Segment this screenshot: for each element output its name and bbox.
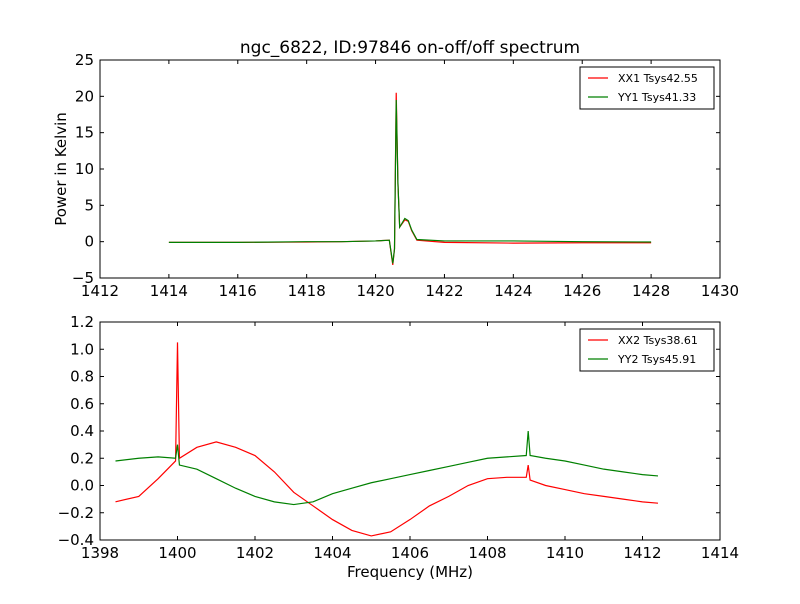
bottom-x-tick-label: 1404 bbox=[313, 544, 351, 562]
top-y-axis-label: Power in Kelvin bbox=[52, 112, 70, 226]
top-chart-title: ngc_6822, ID:97846 on-off/off spectrum bbox=[240, 38, 580, 58]
bottom-y-tick-label: −0.2 bbox=[58, 504, 94, 522]
bottom-legend-label-2: YY2 Tsys45.91 bbox=[617, 353, 696, 366]
top-x-tick-label: 1424 bbox=[494, 282, 532, 300]
bottom-y-tick-label: 0.2 bbox=[70, 449, 94, 467]
top-y-tick-label: 15 bbox=[75, 124, 94, 142]
top-y-tick-label: 10 bbox=[75, 160, 94, 178]
bottom-y-tick-label: 0.4 bbox=[70, 422, 94, 440]
top-y-tick-label: 25 bbox=[75, 51, 94, 69]
top-x-tick-label: 1428 bbox=[632, 282, 670, 300]
bottom-y-tick-label: 1.2 bbox=[70, 313, 94, 331]
top-x-tick-label: 1418 bbox=[288, 282, 326, 300]
top-x-tick-label: 1430 bbox=[701, 282, 739, 300]
top-y-tick-label: 5 bbox=[84, 196, 94, 214]
top-x-tick-label: 1426 bbox=[563, 282, 601, 300]
bottom-x-tick-label: 1414 bbox=[701, 544, 739, 562]
top-panel: ngc_6822, ID:97846 on-off/off spectrum P… bbox=[52, 38, 739, 300]
bottom-y-tick-label: 1.0 bbox=[70, 340, 94, 358]
top-y-tick-label: −5 bbox=[72, 269, 94, 287]
bottom-legend-box bbox=[579, 328, 715, 372]
bottom-legend: XX2 Tsys38.61 YY2 Tsys45.91 bbox=[579, 328, 715, 372]
top-y-tick-label: 20 bbox=[75, 87, 94, 105]
bottom-series-line-2 bbox=[115, 430, 659, 506]
bottom-series-line-1 bbox=[115, 342, 659, 537]
top-legend-label-2: YY1 Tsys41.33 bbox=[617, 91, 696, 104]
top-legend: XX1 Tsys42.55 YY1 Tsys41.33 bbox=[579, 66, 715, 110]
bottom-y-tick-label: −0.4 bbox=[58, 531, 94, 549]
top-x-tick-label: 1416 bbox=[219, 282, 257, 300]
bottom-panel: Frequency (MHz) 1398 1400 1402 1404 1406 1408… bbox=[58, 313, 740, 581]
top-x-tick-label: 1422 bbox=[425, 282, 463, 300]
bottom-x-tick-label: 1410 bbox=[546, 544, 584, 562]
bottom-x-tick-label: 1402 bbox=[236, 544, 274, 562]
top-x-tick-label: 1420 bbox=[356, 282, 394, 300]
bottom-plot-area: 1398 1400 1402 1404 1406 1408 1410 1412 1414 −0.4… bbox=[58, 313, 740, 562]
bottom-x-axis-label: Frequency (MHz) bbox=[347, 563, 473, 581]
top-plot-area: 1412 1414 1416 1418 1420 1422 1424 1426 1428 1430… bbox=[72, 51, 739, 300]
top-legend-box bbox=[579, 66, 715, 110]
bottom-x-tick-label: 1412 bbox=[623, 544, 661, 562]
top-x-tick-label: 1414 bbox=[150, 282, 188, 300]
bottom-x-tick-label: 1408 bbox=[468, 544, 506, 562]
bottom-legend-label-1: XX2 Tsys38.61 bbox=[618, 334, 698, 347]
bottom-x-tick-label: 1400 bbox=[158, 544, 196, 562]
top-y-tick-label: 0 bbox=[84, 233, 94, 251]
bottom-y-tick-label: 0.8 bbox=[70, 368, 94, 386]
bottom-y-tick-label: 0.6 bbox=[70, 395, 94, 413]
bottom-x-tick-label: 1406 bbox=[391, 544, 429, 562]
top-series-line-2 bbox=[168, 99, 652, 264]
bottom-x-tick-label: 1398 bbox=[81, 544, 119, 562]
bottom-y-tick-label: 0.0 bbox=[70, 477, 94, 495]
top-series-line-1 bbox=[168, 92, 652, 266]
top-legend-label-1: XX1 Tsys42.55 bbox=[618, 72, 698, 85]
top-x-tick-label: 1412 bbox=[81, 282, 119, 300]
